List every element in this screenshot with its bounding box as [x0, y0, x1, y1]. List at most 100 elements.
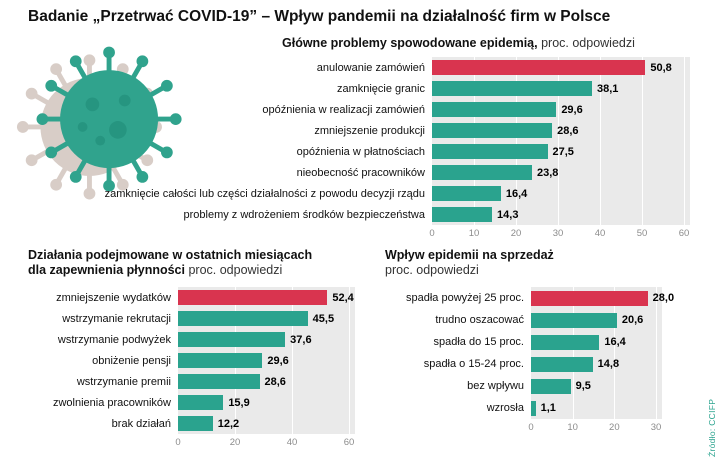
- chart-plot: zmniejszenie wydatków 52,4 wstrzymanie rek…: [28, 287, 355, 434]
- gridline: [599, 57, 601, 225]
- bar-row: wstrzymanie rekrutacji 45,5: [28, 308, 349, 329]
- bar: [432, 186, 501, 201]
- bar-track: 15,9: [178, 392, 349, 413]
- axis-tick: 30: [552, 228, 564, 239]
- chart-x-axis: 0 20 40 60: [175, 437, 354, 449]
- gridline: [515, 57, 517, 225]
- value-label: 37,6: [290, 333, 312, 346]
- axis-tick: 0: [175, 437, 181, 448]
- bar-row: trudno oszacować 20,6: [385, 309, 656, 331]
- gridline: [572, 287, 574, 419]
- value-label: 16,4: [604, 336, 626, 348]
- bar-row: spadła powyżej 25 proc. 28,0: [385, 287, 674, 309]
- bar: [531, 334, 600, 350]
- bar-track: 9,5: [531, 375, 656, 397]
- value-label: 15,9: [228, 396, 250, 409]
- chart-sales-impact: Wpływ epidemii na sprzedaż proc. odpowied…: [385, 246, 674, 434]
- bar-track: 52,4: [178, 287, 354, 308]
- axis-tick: 20: [229, 437, 241, 448]
- bar-track: 12,2: [178, 413, 349, 434]
- value-label: 38,1: [597, 82, 619, 95]
- value-label: 23,8: [536, 166, 559, 179]
- category-label: wstrzymanie premii: [76, 375, 171, 388]
- bar: [432, 102, 557, 117]
- bar-row: brak działań 12,2: [28, 413, 349, 434]
- category-label: zmniejszenie produkcji: [314, 124, 425, 137]
- bar-track: 27,5: [432, 141, 684, 162]
- category-label: wstrzymanie rekrutacji: [62, 312, 171, 325]
- bar: [432, 81, 593, 96]
- bar-track: 1,1: [531, 397, 656, 419]
- axis-tick: 50: [636, 228, 648, 239]
- bar-track: 38,1: [432, 78, 684, 99]
- category-label: zmniejszenie wydatków: [56, 291, 171, 304]
- value-label: 14,8: [597, 358, 620, 370]
- axis-tick: 60: [678, 228, 690, 239]
- category-label: anulowanie zamówień: [316, 61, 425, 74]
- category-label: wstrzymanie podwyżek: [57, 333, 171, 346]
- bar-row: problemy z wdrożeniem środków bezpieczeń…: [28, 204, 684, 225]
- axis-tick: 20: [609, 422, 620, 433]
- bar-track: 28,0: [531, 287, 674, 309]
- bar-row: zamknięcie granic 38,1: [28, 78, 684, 99]
- virus-texture-dots: [77, 94, 131, 146]
- gridline: [473, 57, 475, 225]
- bar: [531, 356, 593, 372]
- bar: [432, 123, 553, 138]
- bar: [178, 290, 328, 305]
- chart-x-axis: 0 10 20 30: [528, 422, 661, 434]
- bar: [531, 290, 648, 306]
- category-label: obniżenie pensji: [92, 354, 171, 367]
- chart-x-axis: 0 10 20 30 40 50 60: [429, 228, 689, 240]
- bar-track: 29,6: [178, 350, 349, 371]
- bar-track: 29,6: [432, 99, 684, 120]
- value-label: 45,5: [312, 312, 335, 325]
- value-label: 28,0: [652, 292, 675, 304]
- bar-row: nieobecność pracowników 23,8: [28, 162, 684, 183]
- value-label: 14,3: [497, 208, 519, 221]
- coronavirus-icon: [14, 34, 210, 214]
- axis-tick: 10: [567, 422, 578, 433]
- category-label: nieobecność pracowników: [296, 166, 425, 179]
- value-label: 52,4: [332, 291, 354, 304]
- bar: [531, 400, 536, 416]
- bar: [178, 332, 286, 347]
- bar: [178, 311, 308, 326]
- axis-tick: 10: [468, 228, 480, 239]
- axis-tick: 60: [343, 437, 355, 448]
- axis-tick: 40: [286, 437, 298, 448]
- bar-row: spadła do 15 proc. 16,4: [385, 331, 656, 353]
- plot-background: [531, 287, 662, 419]
- axis-tick: 20: [510, 228, 522, 239]
- axis-tick: 40: [594, 228, 606, 239]
- chart-title: Główne problemy spowodowane epidemią, pr…: [282, 36, 635, 50]
- category-label: zwolnienia pracowników: [52, 396, 171, 409]
- bar-row: wstrzymanie premii 28,6: [28, 371, 349, 392]
- gridline: [656, 287, 657, 419]
- bar-row: wstrzymanie podwyżek 37,6: [28, 329, 349, 350]
- category-label: opóźnienia w realizacji zamówień: [262, 103, 425, 116]
- value-label: 27,5: [552, 145, 574, 158]
- axis-tick: 0: [429, 228, 435, 239]
- value-label: 20,6: [621, 314, 644, 326]
- bar-track: 50,8: [432, 57, 684, 78]
- category-label: spadła powyżej 25 proc.: [405, 292, 524, 304]
- bar: [178, 374, 260, 389]
- value-label: 29,6: [267, 354, 289, 367]
- gridline: [614, 287, 616, 419]
- bar: [432, 165, 532, 180]
- bar-row: zmniejszenie produkcji 28,6: [28, 120, 684, 141]
- gridline: [684, 57, 685, 225]
- category-label: bez wpływu: [467, 380, 524, 392]
- bar: [531, 378, 571, 394]
- bar-row: opóźnienia w realizacji zamówień 29,6: [28, 99, 684, 120]
- chart-main-problems: Główne problemy spowodowane epidemią, pr…: [28, 36, 690, 240]
- bar: [178, 395, 224, 410]
- chart-liquidity-actions: Działania podejmowane w ostatnich miesią…: [28, 246, 355, 449]
- category-label: trudno oszacować: [435, 314, 524, 326]
- bar-row: opóźnienia w płatnościach 27,5: [28, 141, 684, 162]
- bar-track: 14,8: [531, 353, 656, 375]
- category-label: spadła o 15-24 proc.: [423, 358, 524, 370]
- bar: [178, 353, 263, 368]
- bar-track: 23,8: [432, 162, 684, 183]
